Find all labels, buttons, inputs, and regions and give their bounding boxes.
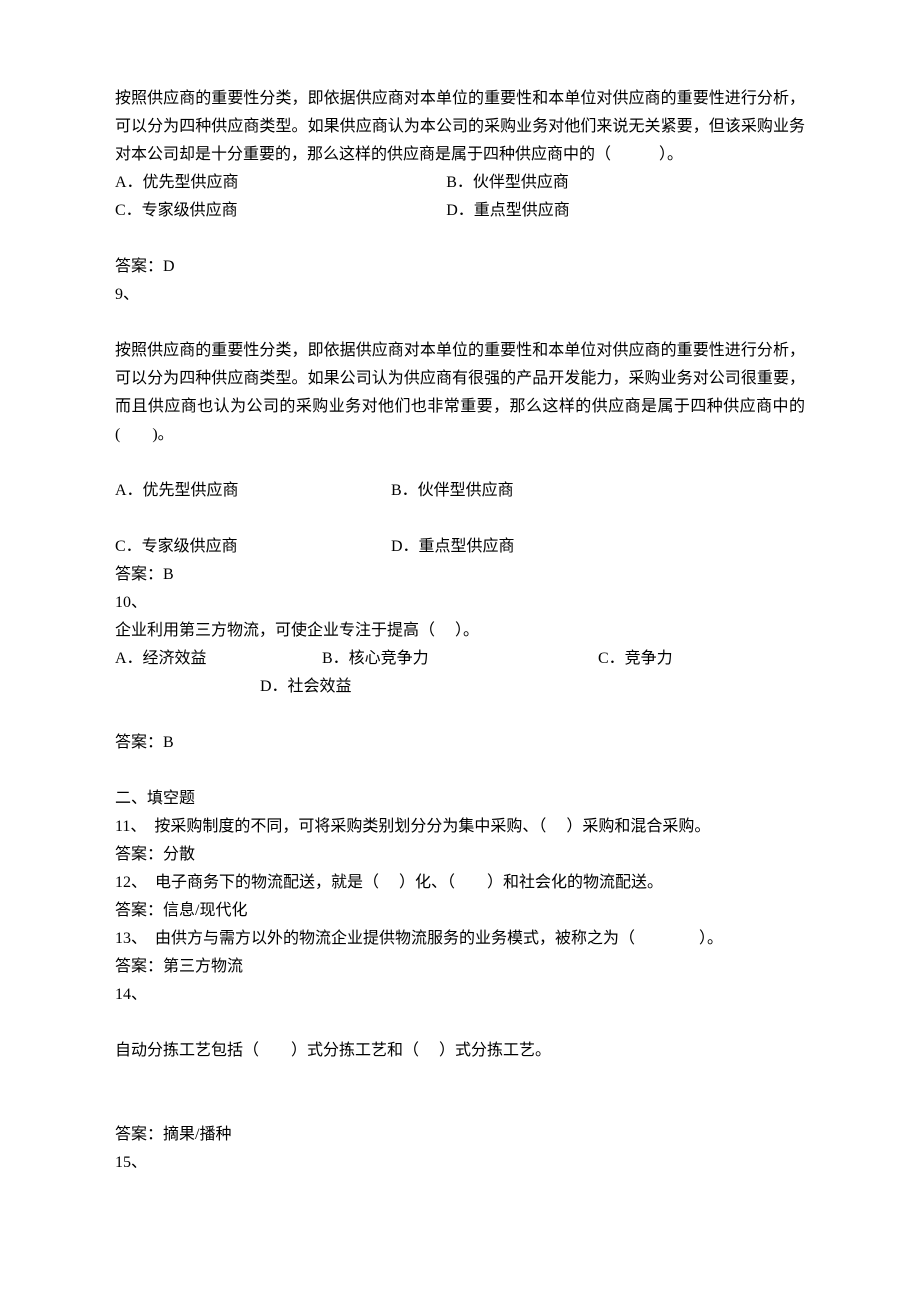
q9-answer: 答案：B	[115, 561, 805, 589]
q12-answer: 答案：信息/现代化	[115, 897, 805, 925]
q10-option-d: D．社会效益	[115, 673, 805, 701]
document-page: 按照供应商的重要性分类，即依据供应商对本单位的重要性和本单位对供应商的重要性进行…	[0, 0, 920, 1302]
spacer	[115, 449, 805, 477]
section2-heading: 二、填空题	[115, 785, 805, 813]
q9-options-row2: C．专家级供应商 D．重点型供应商	[115, 533, 805, 561]
q8-option-d: D．重点型供应商	[446, 197, 570, 225]
q10-option-b: B．核心竞争力	[322, 645, 598, 673]
spacer	[115, 505, 805, 533]
q9-option-b: B．伙伴型供应商	[391, 477, 514, 505]
q8-option-c: C．专家级供应商	[115, 197, 446, 225]
spacer	[115, 757, 805, 785]
q9-options-row1: A．优先型供应商 B．伙伴型供应商	[115, 477, 805, 505]
spacer	[115, 1093, 805, 1121]
spacer	[115, 701, 805, 729]
q14-stem: 自动分拣工艺包括（ ）式分拣工艺和（ ）式分拣工艺。	[115, 1037, 805, 1065]
q13-stem: 13、 由供方与需方以外的物流企业提供物流服务的业务模式，被称之为（ ）。	[115, 925, 805, 953]
q13-answer: 答案：第三方物流	[115, 953, 805, 981]
q11-answer: 答案：分散	[115, 841, 805, 869]
q14-answer: 答案：摘果/播种	[115, 1121, 805, 1149]
q10-option-c: C．竞争力	[598, 645, 673, 673]
q14-number: 14、	[115, 981, 805, 1009]
q9-option-a: A．优先型供应商	[115, 477, 391, 505]
q10-number: 10、	[115, 589, 805, 617]
q8-answer: 答案：D	[115, 253, 805, 281]
spacer	[115, 309, 805, 337]
q10-options-row1: A．经济效益 B．核心竞争力 C．竞争力	[115, 645, 805, 673]
q9-stem: 按照供应商的重要性分类，即依据供应商对本单位的重要性和本单位对供应商的重要性进行…	[115, 337, 805, 449]
q8-stem: 按照供应商的重要性分类，即依据供应商对本单位的重要性和本单位对供应商的重要性进行…	[115, 85, 805, 169]
q10-stem: 企业利用第三方物流，可使企业专注于提高（ ）。	[115, 617, 805, 645]
q10-option-a: A．经济效益	[115, 645, 322, 673]
spacer	[115, 1009, 805, 1037]
q8-options-row1: A．优先型供应商 B．伙伴型供应商	[115, 169, 805, 197]
spacer	[115, 1065, 805, 1093]
q8-options-row2: C．专家级供应商 D．重点型供应商	[115, 197, 805, 225]
q9-number: 9、	[115, 281, 805, 309]
q15-number: 15、	[115, 1149, 805, 1177]
q9-option-d: D．重点型供应商	[391, 533, 515, 561]
q8-option-b: B．伙伴型供应商	[446, 169, 569, 197]
q9-option-c: C．专家级供应商	[115, 533, 391, 561]
q8-option-a: A．优先型供应商	[115, 169, 446, 197]
q11-stem: 11、 按采购制度的不同，可将采购类别划分分为集中采购、（ ）采购和混合采购。	[115, 813, 805, 841]
q12-stem: 12、 电子商务下的物流配送，就是（ ）化、（ ）和社会化的物流配送。	[115, 869, 805, 897]
q10-answer: 答案：B	[115, 729, 805, 757]
spacer	[115, 225, 805, 253]
